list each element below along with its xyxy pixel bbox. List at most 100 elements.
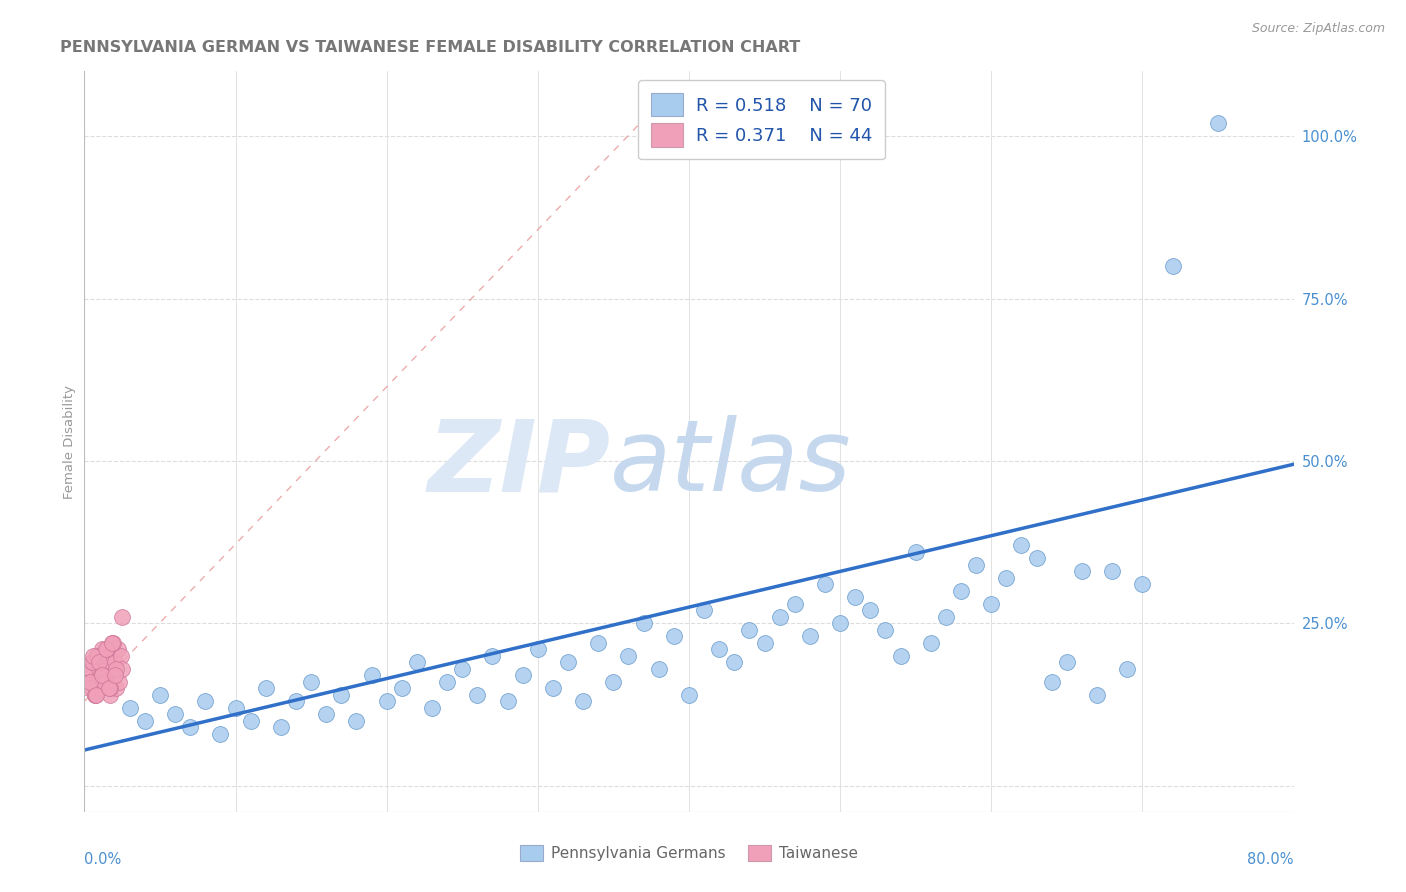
Point: [496, 694, 519, 708]
Point: [541, 681, 564, 696]
Point: [1040, 674, 1063, 689]
Point: [76, 668, 98, 682]
Point: [557, 656, 579, 670]
Point: [360, 668, 382, 682]
Point: [406, 656, 429, 670]
Point: [315, 707, 337, 722]
Point: [110, 648, 132, 663]
Point: [467, 688, 489, 702]
Text: PENNSYLVANIA GERMAN VS TAIWANESE FEMALE DISABILITY CORRELATION CHART: PENNSYLVANIA GERMAN VS TAIWANESE FEMALE …: [60, 40, 800, 55]
Point: [149, 688, 172, 702]
Text: 0.0%: 0.0%: [84, 853, 121, 867]
Point: [527, 642, 550, 657]
Point: [90, 681, 112, 696]
Point: [105, 662, 128, 676]
Text: 80.0%: 80.0%: [1247, 853, 1294, 867]
Point: [86, 648, 108, 663]
Point: [904, 545, 927, 559]
Point: [935, 610, 957, 624]
Point: [602, 674, 624, 689]
Point: [1025, 551, 1047, 566]
Point: [270, 720, 292, 734]
Point: [693, 603, 716, 617]
Point: [799, 629, 821, 643]
Point: [105, 681, 128, 696]
Point: [814, 577, 837, 591]
Point: [1101, 565, 1123, 579]
Point: [239, 714, 262, 728]
Point: [101, 636, 124, 650]
Text: ZIP: ZIP: [427, 416, 610, 512]
Point: [980, 597, 1002, 611]
Point: [783, 597, 806, 611]
Point: [118, 701, 141, 715]
Point: [1056, 656, 1078, 670]
Point: [134, 714, 156, 728]
Point: [79, 662, 101, 676]
Text: atlas: atlas: [610, 416, 852, 512]
Point: [1116, 662, 1139, 676]
Point: [451, 662, 474, 676]
Point: [89, 656, 111, 670]
Point: [391, 681, 413, 696]
Point: [111, 662, 134, 676]
Point: [104, 656, 127, 670]
Point: [330, 688, 353, 702]
Point: [111, 610, 134, 624]
Point: [90, 668, 112, 682]
Point: [91, 668, 114, 682]
Point: [97, 648, 120, 663]
Point: [678, 688, 700, 702]
Point: [179, 720, 201, 734]
Point: [920, 636, 942, 650]
Point: [98, 681, 121, 696]
Point: [662, 629, 685, 643]
Point: [86, 688, 108, 702]
Point: [648, 662, 671, 676]
Point: [94, 642, 117, 657]
Point: [77, 674, 100, 689]
Point: [617, 648, 640, 663]
Point: [844, 591, 866, 605]
Point: [299, 674, 322, 689]
Point: [633, 616, 655, 631]
Point: [97, 681, 120, 696]
Point: [346, 714, 368, 728]
Point: [87, 674, 110, 689]
Point: [738, 623, 761, 637]
Point: [950, 583, 973, 598]
Point: [890, 648, 912, 663]
Point: [1071, 565, 1094, 579]
Point: [165, 707, 187, 722]
Point: [209, 727, 232, 741]
Point: [101, 668, 124, 682]
Point: [709, 642, 731, 657]
Point: [225, 701, 247, 715]
Point: [995, 571, 1018, 585]
Point: [375, 694, 398, 708]
Point: [1130, 577, 1153, 591]
Point: [89, 662, 111, 676]
Point: [79, 674, 101, 689]
Point: [285, 694, 308, 708]
Point: [94, 656, 117, 670]
Point: [82, 656, 104, 670]
Point: [859, 603, 882, 617]
Point: [80, 656, 103, 670]
Point: [104, 668, 127, 682]
Point: [723, 656, 745, 670]
Point: [194, 694, 217, 708]
Point: [572, 694, 595, 708]
Point: [436, 674, 458, 689]
Point: [830, 616, 852, 631]
Point: [100, 636, 122, 650]
Point: [84, 688, 107, 702]
Point: [108, 674, 131, 689]
Legend: Pennsylvania Germans, Taiwanese: Pennsylvania Germans, Taiwanese: [515, 838, 863, 867]
Point: [754, 636, 776, 650]
Y-axis label: Female Disability: Female Disability: [63, 384, 76, 499]
Point: [96, 642, 118, 657]
Point: [420, 701, 443, 715]
Point: [80, 681, 103, 696]
Point: [107, 642, 129, 657]
